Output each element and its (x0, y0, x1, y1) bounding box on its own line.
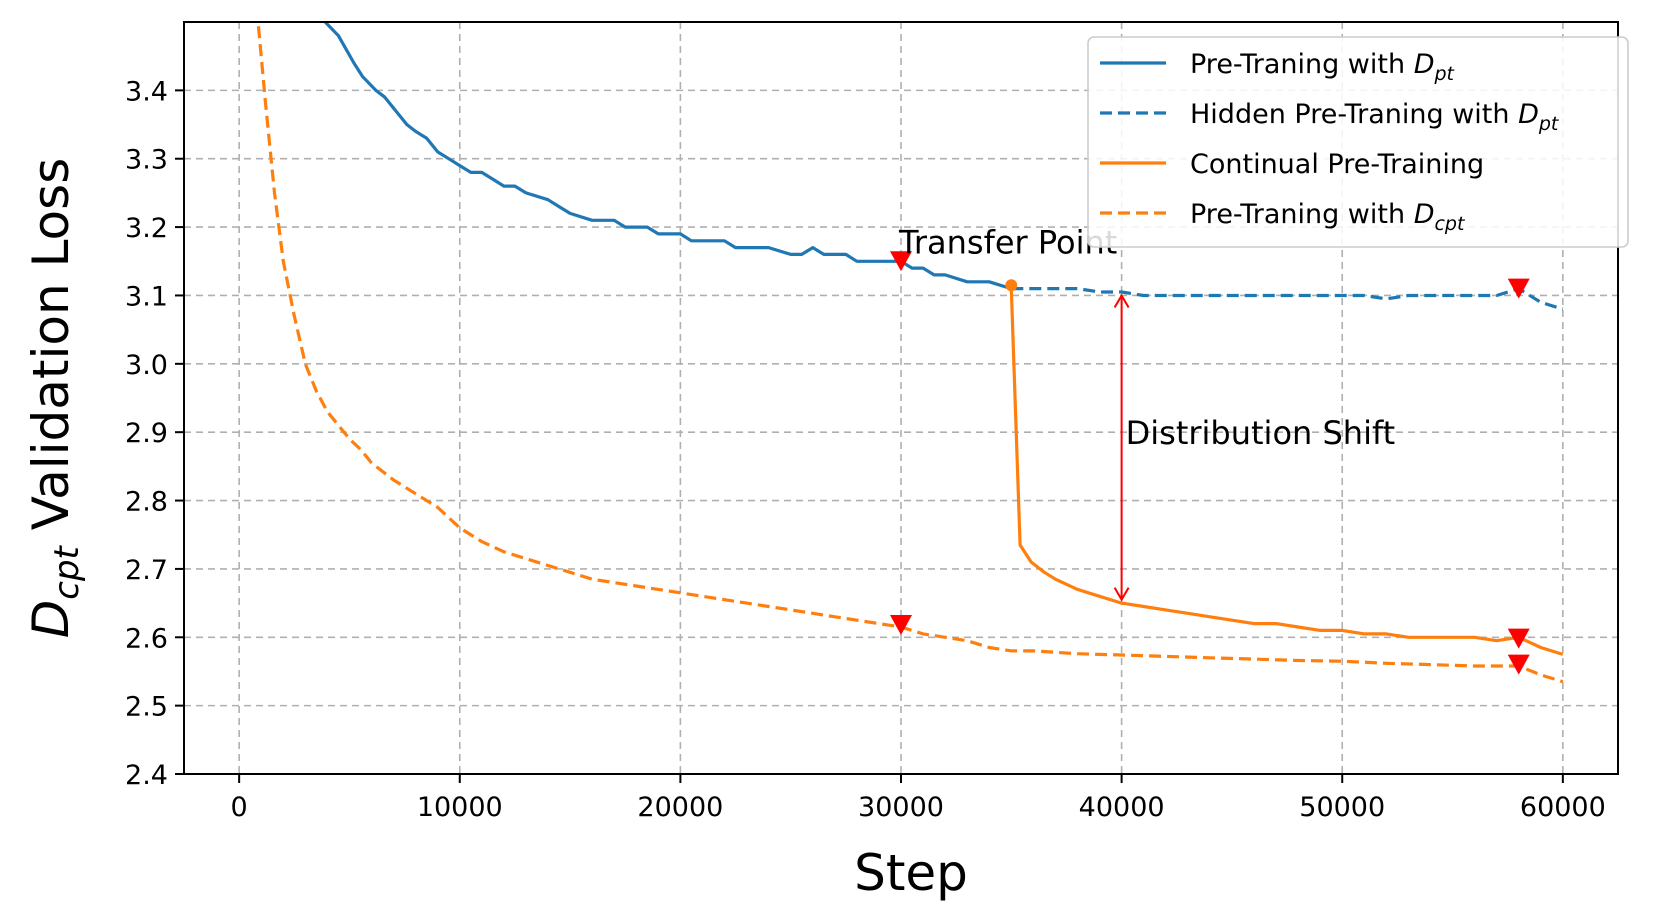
marker-triangle-4 (1507, 654, 1530, 675)
y-axis-title-sub: cpt (47, 544, 87, 599)
legend-label-3: Pre-Traning with Dcpt (1190, 199, 1466, 235)
legend-label-math-3: D (1414, 199, 1435, 230)
series-line-1 (1011, 287, 1564, 311)
marker-triangle-1 (1507, 278, 1530, 299)
transfer-point-dot (1005, 279, 1018, 292)
legend-label-0: Pre-Traning with Dpt (1190, 49, 1456, 85)
distribution-shift-label: Distribution Shift (1126, 414, 1396, 452)
shift-arrow-head-bottom (1113, 587, 1130, 602)
legend-label-text-0: Pre-Traning with (1190, 49, 1414, 80)
legend-label-2: Continual Pre-Training (1190, 149, 1484, 180)
x-tick-label-0: 0 (231, 792, 248, 823)
legend-label-text-1: Hidden Pre-Traning with (1190, 99, 1518, 130)
series-line-2 (1009, 288, 1564, 656)
y-tick-label-2: 2.6 (125, 623, 168, 654)
x-axis-title: Step (854, 844, 968, 902)
legend-label-sub-0: pt (1433, 63, 1455, 85)
y-tick-label-8: 3.2 (125, 213, 168, 244)
y-axis-title-math: D (22, 600, 80, 639)
x-tick-label-2: 20000 (637, 792, 723, 823)
y-tick-label-5: 2.9 (125, 418, 168, 449)
shift-arrow-head-top (1113, 293, 1130, 308)
transfer-point-label: Transfer Point (898, 223, 1117, 261)
y-tick-label-9: 3.3 (125, 145, 168, 176)
y-tick-label-6: 3.0 (125, 350, 168, 381)
x-tick-label-4: 40000 (1079, 792, 1165, 823)
legend-label-math-1: D (1518, 99, 1539, 130)
legend-label-1: Hidden Pre-Traning with Dpt (1190, 99, 1560, 135)
series-line-3 (256, 22, 1564, 684)
y-tick-label-10: 3.4 (125, 76, 168, 107)
y-axis-title-rest: Validation Loss (22, 158, 80, 546)
y-tick-label-4: 2.8 (125, 487, 168, 518)
x-tick-label-1: 10000 (417, 792, 503, 823)
marker-triangle-3 (1507, 628, 1530, 649)
marker-triangle-0 (890, 251, 912, 272)
y-axis-title: Dcpt Validation Loss (22, 158, 87, 638)
series-layer (256, 22, 1564, 684)
legend-box (1087, 36, 1629, 248)
legend-label-sub-3: cpt (1434, 213, 1466, 235)
x-tick-label-5: 50000 (1299, 792, 1385, 823)
marker-layer (890, 251, 1530, 675)
series-line-0 (322, 22, 1012, 291)
tick-layer: 0 10000 20000 30000 40000 50000 60000 2.4 2.5 2.6… (125, 76, 1606, 823)
y-tick-label-0: 2.4 (125, 760, 168, 791)
legend-label-math-0: D (1414, 49, 1435, 80)
y-tick-label-3: 2.7 (125, 555, 168, 586)
y-tick-label-7: 3.1 (125, 281, 168, 312)
x-tick-label-3: 30000 (858, 792, 944, 823)
legend-label-text-3: Pre-Traning with (1190, 199, 1414, 230)
legend-label-text-2: Continual Pre-Training (1190, 149, 1484, 180)
annotation-layer: Transfer Point Distribution Shift (898, 223, 1396, 602)
marker-triangle-2 (890, 614, 912, 635)
legend-label-sub-1: pt (1538, 113, 1560, 135)
y-tick-label-1: 2.5 (125, 692, 168, 723)
x-tick-label-6: 60000 (1520, 792, 1606, 823)
